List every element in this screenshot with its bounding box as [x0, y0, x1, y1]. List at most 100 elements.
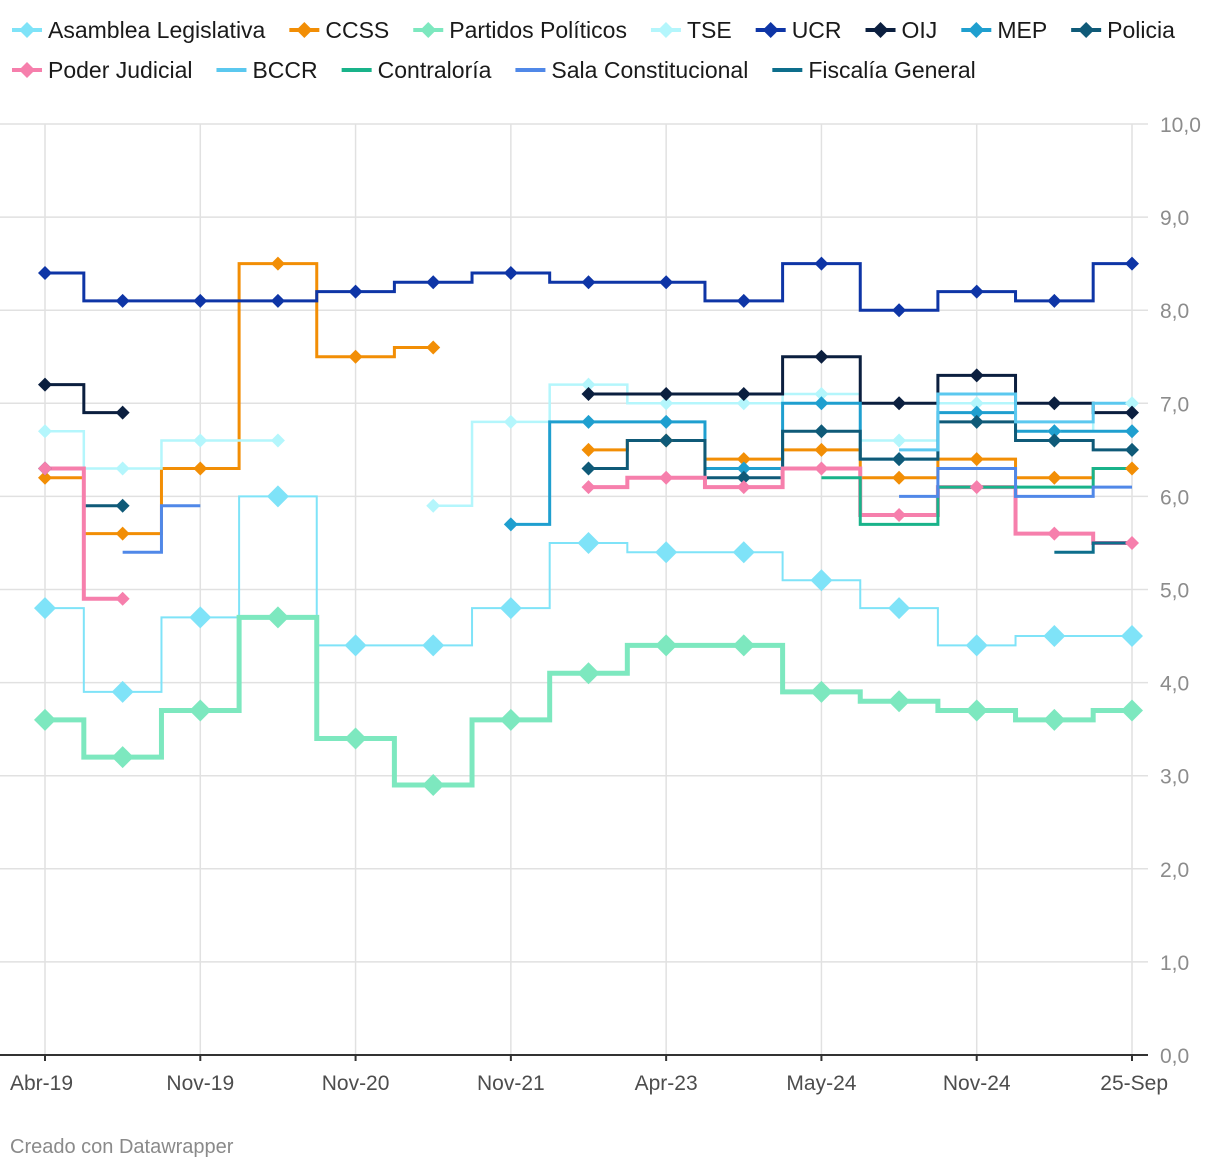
data-point-tse — [270, 433, 285, 448]
data-point-oij — [736, 386, 751, 401]
data-point-asamblea-legislativa — [344, 634, 367, 657]
data-point-asamblea-legislativa — [189, 606, 212, 629]
data-point-ccss — [270, 256, 285, 271]
data-point-ccss — [348, 349, 363, 364]
data-point-tse — [581, 377, 596, 392]
y-tick-label: 0,0 — [1160, 1045, 1189, 1068]
legend-marker — [420, 22, 437, 38]
legend-label: Asamblea Legislativa — [48, 17, 266, 43]
legend-marker — [968, 22, 985, 38]
legend-marker — [19, 62, 35, 78]
data-point-asamblea-legislativa — [577, 531, 600, 554]
series-lines — [45, 262, 1132, 788]
x-tick-label: 25-Sep — [1100, 1072, 1168, 1095]
data-point-ucr — [270, 293, 285, 308]
data-point-ucr — [892, 303, 907, 318]
series-line-oij — [45, 383, 123, 415]
data-point-asamblea-legislativa — [1043, 625, 1066, 648]
data-point-oij — [581, 386, 596, 401]
y-axis: 0,0 1,0 2,0 3,0 4,0 5,0 6,0 7,0 8,0 9,0 10,0 — [1160, 114, 1201, 1068]
data-point-ucr — [581, 275, 596, 290]
legend-item-contraloria: Contraloría — [341, 57, 492, 83]
series-line-contraloria — [821, 466, 1132, 526]
data-point-ccss — [426, 340, 441, 355]
data-point-ucr — [426, 275, 441, 290]
legend-label: Policia — [1107, 17, 1175, 43]
credit-text: Creado con Datawrapper — [10, 1136, 234, 1158]
legend: Asamblea Legislativa CCSS Partidos Polític… — [12, 17, 1175, 83]
legend-item-bccr: BCCR — [216, 57, 318, 83]
x-tick-label: Apr-23 — [635, 1072, 698, 1095]
data-point-policia — [115, 498, 130, 513]
data-point-partidos-politicos — [732, 634, 755, 657]
series-line-sala-constitucional — [122, 504, 201, 554]
data-point-asamblea-legislativa — [810, 569, 833, 592]
legend-marker — [872, 22, 889, 38]
y-tick-label: 9,0 — [1160, 207, 1189, 230]
legend-label: UCR — [792, 17, 842, 43]
legend-item-fiscalia-general: Fiscalía General — [772, 57, 976, 83]
data-point-ucr — [193, 293, 208, 308]
data-point-ccss — [814, 442, 829, 457]
y-tick-label: 2,0 — [1160, 859, 1189, 882]
legend-item-oij: OIJ — [865, 17, 938, 43]
data-point-oij — [1047, 396, 1062, 411]
x-tick-label: Nov-24 — [943, 1072, 1011, 1095]
data-point-tse — [659, 396, 674, 411]
data-point-policia — [1047, 433, 1062, 448]
data-point-mep — [503, 517, 518, 532]
x-tick-label: Nov-20 — [322, 1072, 390, 1095]
data-point-partidos-politicos — [422, 774, 445, 797]
data-point-poder-judicial — [814, 461, 829, 476]
y-tick-label: 10,0 — [1160, 114, 1201, 137]
data-point-partidos-politicos — [111, 746, 134, 769]
data-point-asamblea-legislativa — [499, 597, 522, 620]
data-point-mep — [814, 396, 829, 411]
data-point-poder-judicial — [581, 480, 596, 495]
legend-label: Partidos Políticos — [449, 17, 627, 43]
data-point-asamblea-legislativa — [655, 541, 678, 564]
legend-label: MEP — [997, 17, 1047, 43]
data-point-ucr — [1047, 293, 1062, 308]
data-point-policia — [892, 452, 907, 467]
data-point-policia — [581, 461, 596, 476]
data-point-partidos-politicos — [888, 690, 911, 713]
data-point-tse — [814, 386, 829, 401]
series-line-bccr — [899, 392, 1132, 452]
data-point-partidos-politicos — [34, 708, 56, 731]
data-point-tse — [892, 433, 907, 448]
data-point-tse — [503, 414, 518, 429]
data-point-asamblea-legislativa — [266, 485, 289, 508]
legend-item-poder-judicial: Poder Judicial — [12, 57, 192, 83]
data-point-ucr — [814, 256, 829, 271]
data-point-partidos-politicos — [655, 634, 678, 657]
legend-item-partidos-politicos: Partidos Políticos — [413, 17, 627, 43]
data-point-asamblea-legislativa — [732, 541, 755, 564]
legend-label: CCSS — [325, 17, 389, 43]
data-point-oij — [892, 396, 907, 411]
data-point-poder-judicial — [892, 508, 907, 523]
data-point-ucr — [38, 265, 52, 280]
data-point-poder-judicial — [1047, 526, 1062, 541]
data-point-ccss — [193, 461, 208, 476]
y-tick-label: 7,0 — [1160, 393, 1189, 416]
data-point-asamblea-legislativa — [965, 634, 988, 657]
data-point-asamblea-legislativa — [1121, 625, 1143, 648]
data-point-partidos-politicos — [1121, 699, 1143, 722]
x-tick-label: Nov-19 — [166, 1072, 234, 1095]
data-point-partidos-politicos — [1043, 708, 1066, 731]
data-point-ccss — [892, 470, 907, 485]
legend-label: OIJ — [902, 17, 938, 43]
data-point-policia — [1125, 442, 1139, 457]
data-point-ucr — [115, 293, 130, 308]
data-point-oij — [1125, 405, 1139, 420]
data-point-asamblea-legislativa — [111, 680, 134, 703]
data-point-ucr — [348, 284, 363, 299]
data-point-asamblea-legislativa — [34, 597, 56, 620]
data-point-partidos-politicos — [344, 727, 367, 750]
data-point-poder-judicial — [659, 470, 674, 485]
data-point-tse — [969, 396, 984, 411]
legend-item-asamblea-legislativa: Asamblea Legislativa — [12, 17, 266, 43]
y-tick-label: 1,0 — [1160, 952, 1189, 975]
data-point-ccss — [1047, 470, 1062, 485]
